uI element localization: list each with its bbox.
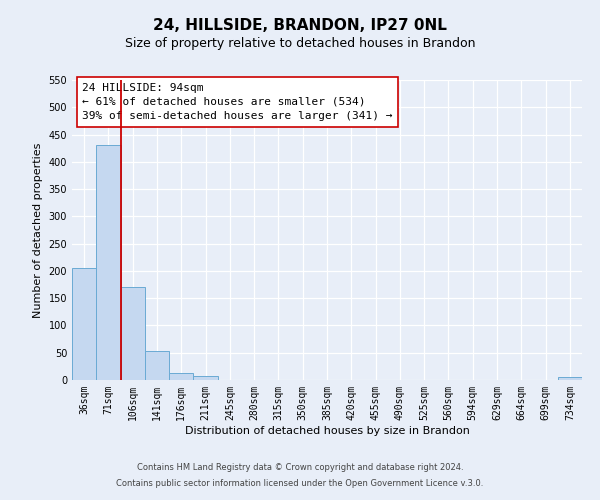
Text: Contains HM Land Registry data © Crown copyright and database right 2024.: Contains HM Land Registry data © Crown c…: [137, 464, 463, 472]
Bar: [96, 146, 121, 380]
Bar: [72, 268, 96, 380]
Text: 24, HILLSIDE, BRANDON, IP27 0NL: 24, HILLSIDE, BRANDON, IP27 0NL: [153, 18, 447, 32]
Bar: [169, 374, 193, 380]
X-axis label: Distribution of detached houses by size in Brandon: Distribution of detached houses by size …: [185, 426, 469, 436]
Text: 24 HILLSIDE: 94sqm
← 61% of detached houses are smaller (534)
39% of semi-detach: 24 HILLSIDE: 94sqm ← 61% of detached hou…: [82, 83, 392, 121]
Y-axis label: Number of detached properties: Number of detached properties: [33, 142, 43, 318]
Text: Contains public sector information licensed under the Open Government Licence v.: Contains public sector information licen…: [116, 478, 484, 488]
Text: Size of property relative to detached houses in Brandon: Size of property relative to detached ho…: [125, 38, 475, 51]
Bar: [558, 378, 582, 380]
Bar: [121, 288, 145, 380]
Bar: [193, 376, 218, 380]
Bar: [145, 351, 169, 380]
